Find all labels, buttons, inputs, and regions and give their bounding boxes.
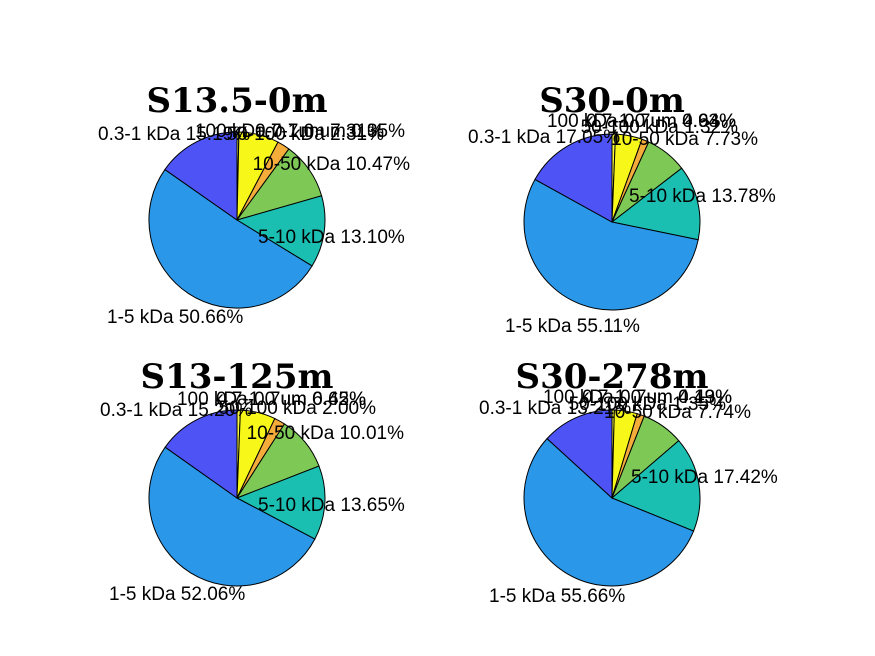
- pie-slices-1: [148, 131, 326, 309]
- slice-label-100kda-0.7um: 100 kDa-0.7um 7.31%: [195, 121, 384, 142]
- pie-panel-3: S13-125m 0.7-1.0 um 0.62% 100 kDa-0.7um …: [100, 357, 405, 605]
- pie-title-4: S30-278m: [516, 357, 709, 397]
- slice-label-50-100-kda: 50-100 kDa 1.32%: [581, 117, 738, 138]
- slice-label-0.3-1-kda: 0.3-1 kDa 15.20%: [100, 400, 252, 421]
- slice-label-0.7-1.0-um: 0.7-1.0 um 0.43%: [582, 387, 732, 408]
- pie-labels-1: 0.7-1.0 um 0.35% 100 kDa-0.7um 7.31% 0.3…: [98, 121, 410, 328]
- pie-panel-1: S13.5-0m 0.7-1.0 um 0.35% 100 kDa-0.7um …: [98, 81, 410, 328]
- pie-slice-0.3-1-kda: [164, 131, 238, 221]
- pie-slice-1-5-kda: [523, 178, 699, 311]
- slice-label-1-5-kda: 1-5 kDa 52.06%: [109, 584, 245, 605]
- slice-label-0.3-1-kda: 0.3-1 kDa 13.21%: [479, 398, 631, 419]
- pie-labels-2: 100 kDa-0.7um 4.93% 0.7-1.0 um 0.64% 50-…: [468, 111, 776, 337]
- slice-label-0.7-1.0-um: 0.7-1.0 um 0.62%: [216, 389, 366, 410]
- slice-label-1-5-kda: 1-5 kDa 50.66%: [107, 307, 243, 328]
- pie-slice-5-10-kda: [235, 465, 326, 540]
- pie-title-2: S30-0m: [539, 81, 685, 121]
- pie-slice-5-10-kda: [611, 439, 701, 532]
- pie-panel-2: S30-0m 100 kDa-0.7um 4.93% 0.7-1.0 um 0.…: [468, 81, 776, 337]
- slice-label-5-10-kda: 5-10 kDa 13.65%: [258, 495, 405, 516]
- pie-slice-0.3-1-kda: [534, 133, 613, 223]
- pie-panel-4: S30-278m 0.7-1.0 um 0.43% 100 kDa-0.7um …: [479, 357, 778, 607]
- pie-title-3: S13-125m: [141, 357, 334, 397]
- slice-label-100kda-0.7um: 100 kDa-0.7um 4.19%: [543, 387, 732, 408]
- slice-label-5-10-kda: 5-10 kDa 13.78%: [629, 186, 776, 207]
- slice-label-0.3-1-kda: 0.3-1 kDa 17.05%: [468, 127, 620, 148]
- pie-title-1: S13.5-0m: [146, 81, 327, 121]
- pie-slice-1-5-kda: [523, 437, 695, 587]
- pie-slices-3: [148, 409, 326, 587]
- slice-label-10-50-kda: 10-50 kDa 10.01%: [247, 423, 404, 444]
- slice-label-0.7-1.0-um: 0.7-1.0 um 0.64%: [586, 111, 736, 132]
- slice-label-50-100-kda: 50-100 kDa 1.35%: [569, 394, 726, 415]
- slice-label-10-50-kda: 10-50 kDa 7.74%: [604, 402, 751, 423]
- slice-label-1-5-kda: 1-5 kDa 55.66%: [489, 586, 625, 607]
- slice-label-50-100-kda: 50-100 kDa 2.31%: [227, 124, 384, 145]
- slice-label-1-5-kda: 1-5 kDa 55.11%: [505, 316, 640, 337]
- slice-label-0.7-1.0-um: 0.7-1.0 um 0.35%: [255, 121, 405, 142]
- pie-slice-1-5-kda: [148, 168, 313, 309]
- pie-slice-1-5-kda: [148, 446, 316, 587]
- slice-label-100kda-0.7um: 100 kDa-0.7um 4.93%: [547, 111, 736, 132]
- pie-slice-0.3-1-kda: [164, 409, 238, 499]
- pie-labels-4: 0.7-1.0 um 0.43% 100 kDa-0.7um 4.19% 50-…: [479, 387, 778, 607]
- pie-slices-2: [523, 133, 701, 311]
- slice-label-10-50-kda: 10-50 kDa 10.47%: [253, 154, 410, 175]
- slice-label-5-10-kda: 5-10 kDa 13.10%: [258, 227, 405, 248]
- pie-slice-5-10-kda: [235, 195, 326, 267]
- slice-label-50-100-kda: 50-100 kDa 2.00%: [219, 398, 376, 419]
- pie-slice-0.3-1-kda: [546, 409, 613, 500]
- slice-label-100kda-0.7um: 100 kDa-0.7um 6.45%: [177, 389, 366, 410]
- slice-label-5-10-kda: 5-10 kDa 17.42%: [631, 467, 778, 488]
- pie-slice-5-10-kda: [610, 167, 701, 241]
- pie-labels-3: 0.7-1.0 um 0.62% 100 kDa-0.7um 6.45% 0.3…: [100, 389, 405, 605]
- slice-label-0.3-1-kda: 0.3-1 kDa 15.19%: [98, 124, 250, 145]
- slice-label-10-50-kda: 10-50 kDa 7.73%: [611, 129, 758, 150]
- pie-slices-4: [523, 409, 701, 587]
